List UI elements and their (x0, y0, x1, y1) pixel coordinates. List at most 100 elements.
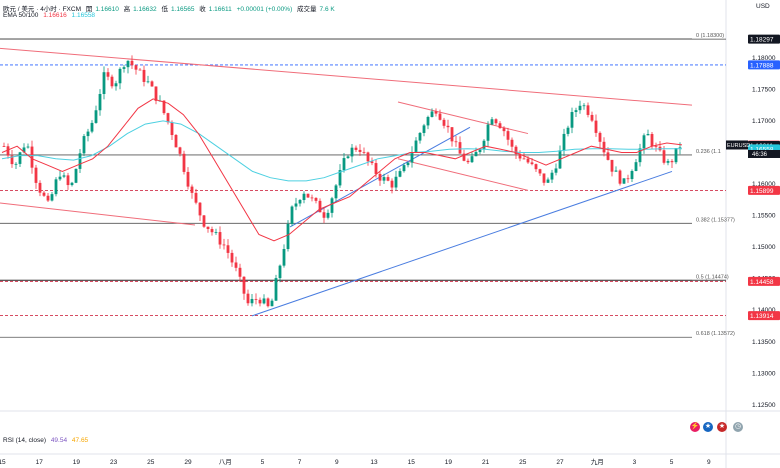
candle-body (570, 112, 574, 128)
ema-legend[interactable]: EMA 50/100 1.16616 1.16558 (3, 12, 98, 19)
candle-body (522, 158, 526, 160)
x-tick-label: 八月 (219, 458, 232, 466)
candle-body (394, 176, 398, 188)
ema50-value: 1.16616 (43, 12, 67, 19)
candle-body (278, 265, 282, 279)
change-value: +0.00001 (+0.00%) (236, 6, 293, 13)
candle-body (506, 131, 510, 140)
x-tick-label: 21 (482, 459, 490, 466)
currency-label: USD (756, 3, 770, 10)
candle-body (242, 276, 246, 294)
candle-body (338, 170, 342, 186)
y-tick-label: 1.18000 (752, 55, 776, 62)
candle-body (382, 177, 386, 181)
candle-body (62, 175, 66, 177)
candle-body (326, 212, 330, 218)
rsi-legend[interactable]: RSI (14, close) 49.54 47.65 (3, 437, 91, 444)
candle-body (670, 161, 674, 163)
open-label: 開 (85, 6, 93, 13)
candle-body (270, 300, 274, 307)
candle-body (298, 200, 302, 204)
candle-body (166, 113, 170, 123)
candle-body (674, 148, 678, 163)
candle-body (358, 149, 362, 152)
candle-body (302, 193, 306, 201)
candle-body (198, 202, 202, 216)
candle-body (66, 175, 70, 186)
candle-body (26, 146, 30, 148)
ema100-line (1, 120, 682, 182)
rsi-value-1: 49.54 (50, 437, 68, 444)
countdown-label: 46:36 (752, 152, 768, 158)
candle-body (562, 133, 566, 151)
us-flag-icon-2[interactable]: ★ (717, 422, 727, 432)
price-axis-tag-label: 1.14458 (750, 279, 774, 286)
candle-body (294, 203, 298, 207)
candle-body (34, 167, 38, 183)
countdown-tag (748, 149, 780, 158)
x-tick-label: 7 (298, 459, 302, 466)
candle-body (482, 140, 486, 150)
candle-body (98, 93, 102, 111)
candle-body (254, 298, 258, 300)
candle-body (546, 179, 550, 183)
candle-body (210, 229, 214, 233)
candle-body (642, 135, 646, 149)
candle-body (138, 69, 142, 71)
candles-group (2, 55, 682, 308)
long-support-trendline (251, 170, 673, 317)
candle-body (122, 67, 126, 69)
fib-level-label: 0 (1.18300) (696, 33, 724, 39)
price-axis-tag (748, 276, 780, 286)
flag-lower-trendline (397, 158, 529, 191)
lightning-icon[interactable]: ⚡ (690, 422, 700, 432)
price-axis-tag (748, 185, 780, 195)
ema100-value: 1.16558 (71, 12, 96, 19)
candle-body (266, 298, 270, 307)
candle-body (454, 141, 458, 143)
y-tick-label: 1.12500 (752, 402, 776, 409)
candle-body (74, 168, 78, 183)
candle-body (54, 179, 58, 195)
x-tick-label: 27 (556, 459, 564, 466)
y-tick-label: 1.15500 (752, 213, 776, 220)
candle-body (422, 125, 426, 133)
fib-level-label: 0.618 (1.13572) (696, 331, 735, 337)
candle-body (130, 60, 134, 66)
candle-body (118, 68, 122, 84)
clock-icon[interactable]: ◷ (733, 422, 743, 432)
candle-body (318, 200, 322, 213)
price-axis-tag (748, 60, 780, 70)
candle-body (466, 160, 470, 163)
candle-body (170, 122, 174, 136)
price-axis-tag-label: 1.13914 (750, 313, 774, 320)
x-tick-label: 九月 (591, 457, 604, 466)
candle-body (518, 154, 522, 159)
symbol-tag (726, 140, 748, 150)
candle-body (478, 149, 482, 153)
candle-body (238, 267, 242, 277)
candle-body (58, 176, 62, 180)
candle-body (462, 153, 466, 161)
candle-body (174, 135, 178, 148)
x-tick-label: 19 (445, 459, 453, 466)
candle-body (202, 215, 206, 227)
x-tick-label: 9 (707, 459, 711, 466)
candle-body (42, 192, 46, 196)
candle-body (502, 128, 506, 132)
x-tick-label: 19 (73, 459, 81, 466)
candle-body (414, 140, 418, 153)
candle-body (10, 155, 14, 165)
candle-body (262, 298, 266, 304)
candle-body (82, 136, 86, 154)
us-flag-icon[interactable]: ★ (703, 422, 713, 432)
candle-body (334, 185, 338, 199)
close-value: 1.16611 (208, 6, 232, 13)
candle-body (618, 170, 622, 184)
candle-body (594, 120, 598, 133)
candle-body (530, 162, 534, 165)
candle-body (578, 105, 582, 111)
candle-body (2, 146, 6, 147)
rsi-value-2: 47.65 (71, 437, 89, 444)
